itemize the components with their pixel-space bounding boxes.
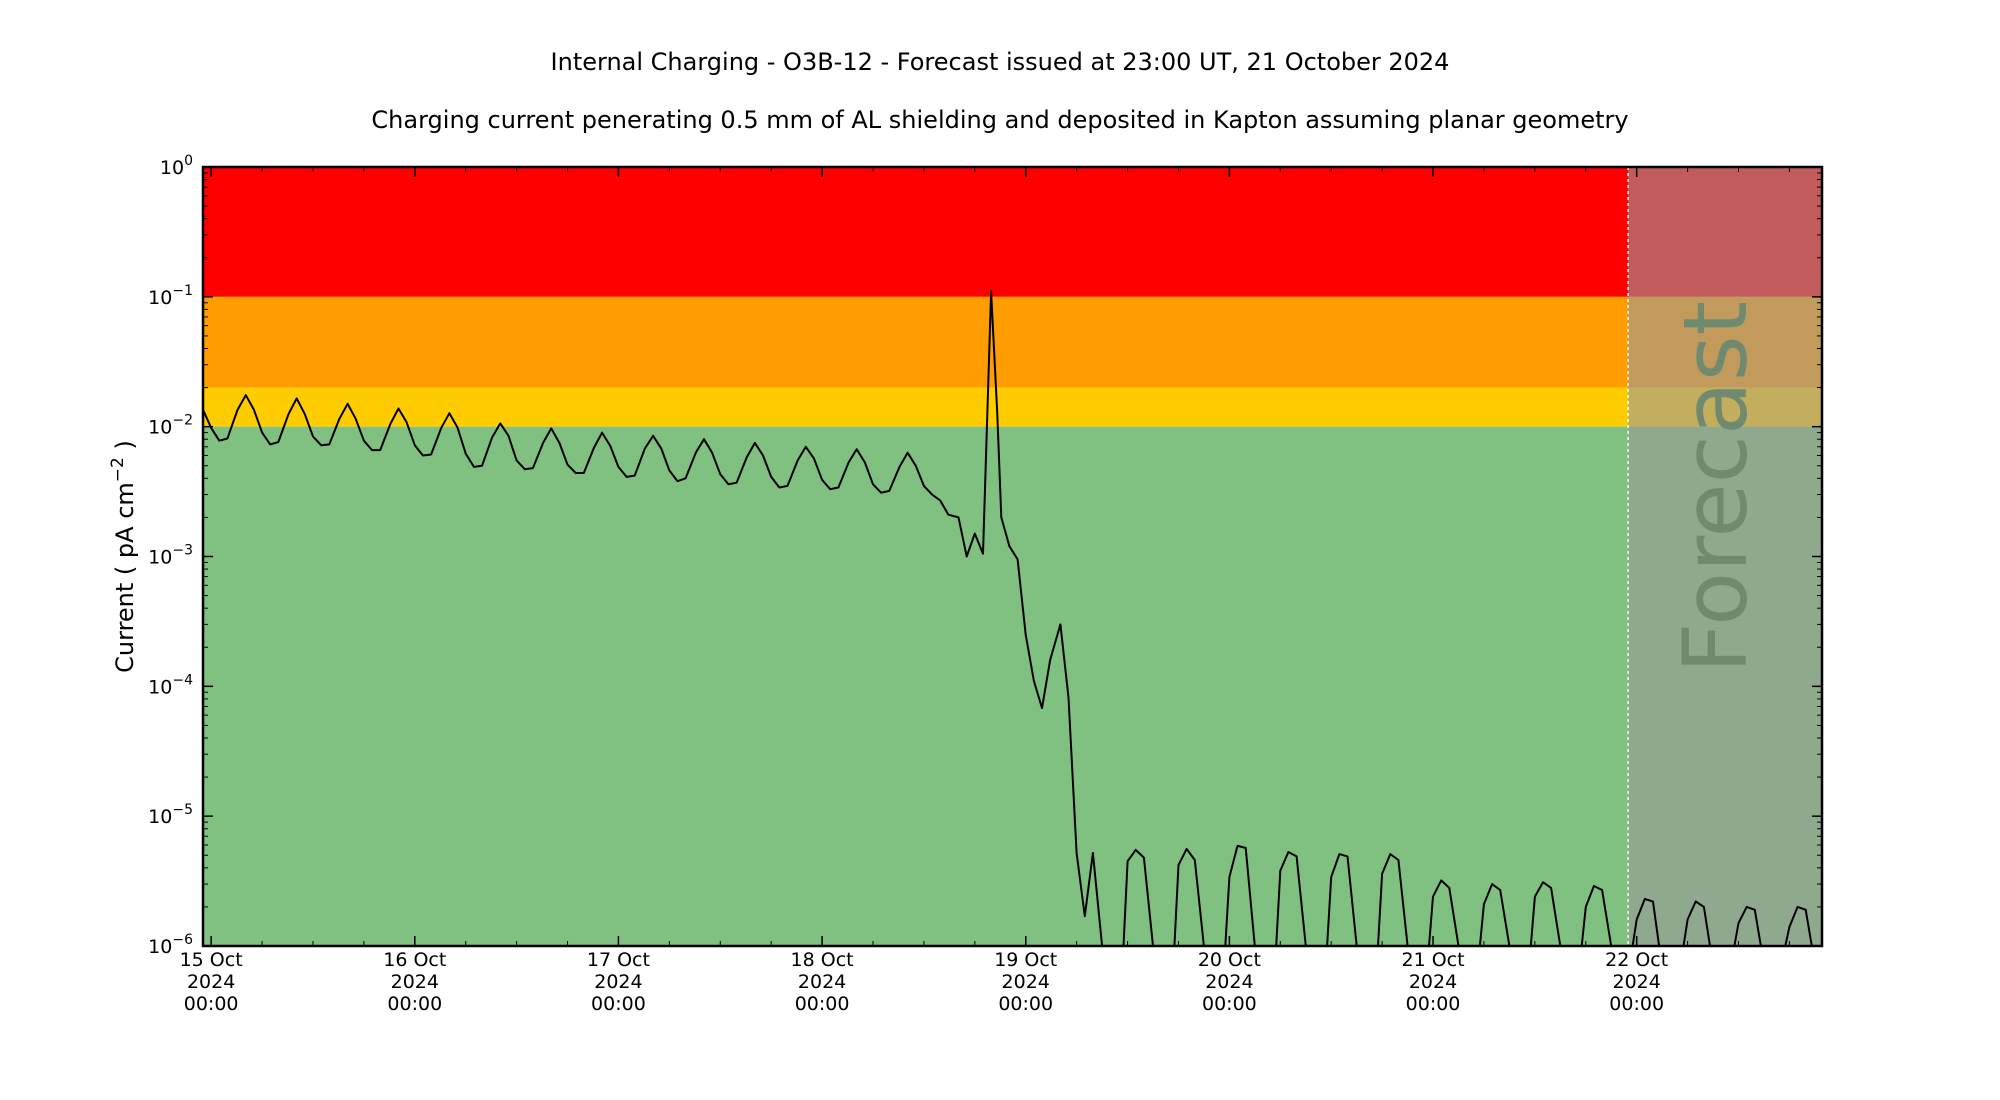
y-tick-label: 10−4	[148, 672, 193, 698]
y-tick-exponent: −4	[172, 672, 193, 688]
y-tick-exponent: −2	[172, 413, 193, 429]
chart-subtitle: Charging current penerating 0.5 mm of AL…	[371, 106, 1629, 134]
x-tick-label: 2024	[1205, 971, 1253, 993]
risk-bands	[203, 167, 1822, 947]
forecast-region: Forecast	[1627, 167, 1822, 946]
y-label-main: Current ( pA cm	[111, 482, 139, 673]
x-tick-label: 2024	[594, 971, 642, 993]
x-tick-label: 00:00	[1202, 993, 1257, 1015]
x-tick-label: 00:00	[795, 993, 850, 1015]
x-tick-label: 2024	[187, 971, 235, 993]
y-axis-label: Current ( pA cm−2 )	[108, 440, 139, 673]
y-tick-base: 10	[148, 806, 172, 828]
x-tick-label: 16 Oct	[383, 949, 446, 971]
y-tick-exponent: −6	[172, 932, 193, 948]
y-tick-exponent: −3	[172, 543, 193, 559]
x-tick-label: 2024	[798, 971, 846, 993]
x-tick-label: 00:00	[998, 993, 1053, 1015]
x-tick-label: 2024	[1409, 971, 1457, 993]
y-tick-exponent: −5	[172, 802, 193, 818]
y-tick-base: 10	[148, 287, 172, 309]
risk-band-3	[203, 426, 1822, 947]
x-tick-label: 00:00	[184, 993, 239, 1015]
y-tick-label: 10−3	[148, 543, 193, 569]
y-tick-base: 10	[148, 547, 172, 569]
y-tick-base: 10	[148, 417, 172, 439]
y-tick-exponent: −1	[172, 283, 193, 299]
x-tick-label: 17 Oct	[587, 949, 650, 971]
y-tick-base: 10	[148, 936, 172, 958]
risk-band-0	[203, 167, 1822, 297]
x-tick-label: 15 Oct	[180, 949, 243, 971]
x-tick-label: 20 Oct	[1198, 949, 1261, 971]
x-tick-label: 00:00	[1406, 993, 1461, 1015]
forecast-label: Forecast	[1664, 301, 1767, 673]
risk-band-2	[203, 387, 1822, 427]
chart-title: Internal Charging - O3B-12 - Forecast is…	[550, 48, 1450, 76]
x-tick-label: 2024	[391, 971, 439, 993]
x-tick-label: 21 Oct	[1401, 949, 1464, 971]
risk-band-1	[203, 296, 1822, 388]
x-tick-label: 2024	[1613, 971, 1661, 993]
y-tick-base: 10	[148, 676, 172, 698]
current-series-line-0	[202, 290, 1613, 947]
forecast-overlay	[1628, 167, 1822, 946]
x-tick-label: 00:00	[1609, 993, 1664, 1015]
y-tick-exponent: 0	[184, 153, 193, 169]
y-label-close: )	[111, 440, 139, 457]
x-tick-label: 00:00	[591, 993, 646, 1015]
x-tick-label: 18 Oct	[791, 949, 854, 971]
y-label-exponent: −2	[108, 457, 128, 482]
y-tick-base: 10	[160, 157, 184, 179]
x-tick-label: 22 Oct	[1605, 949, 1668, 971]
y-tick-label: 10−1	[148, 283, 193, 309]
x-tick-label: 19 Oct	[994, 949, 1057, 971]
y-tick-label: 100	[160, 153, 193, 179]
y-tick-label: 10−5	[148, 802, 193, 828]
y-tick-label: 10−2	[148, 413, 193, 439]
x-tick-label: 2024	[1002, 971, 1050, 993]
x-tick-label: 00:00	[387, 993, 442, 1015]
y-tick-label: 10−6	[148, 932, 193, 958]
